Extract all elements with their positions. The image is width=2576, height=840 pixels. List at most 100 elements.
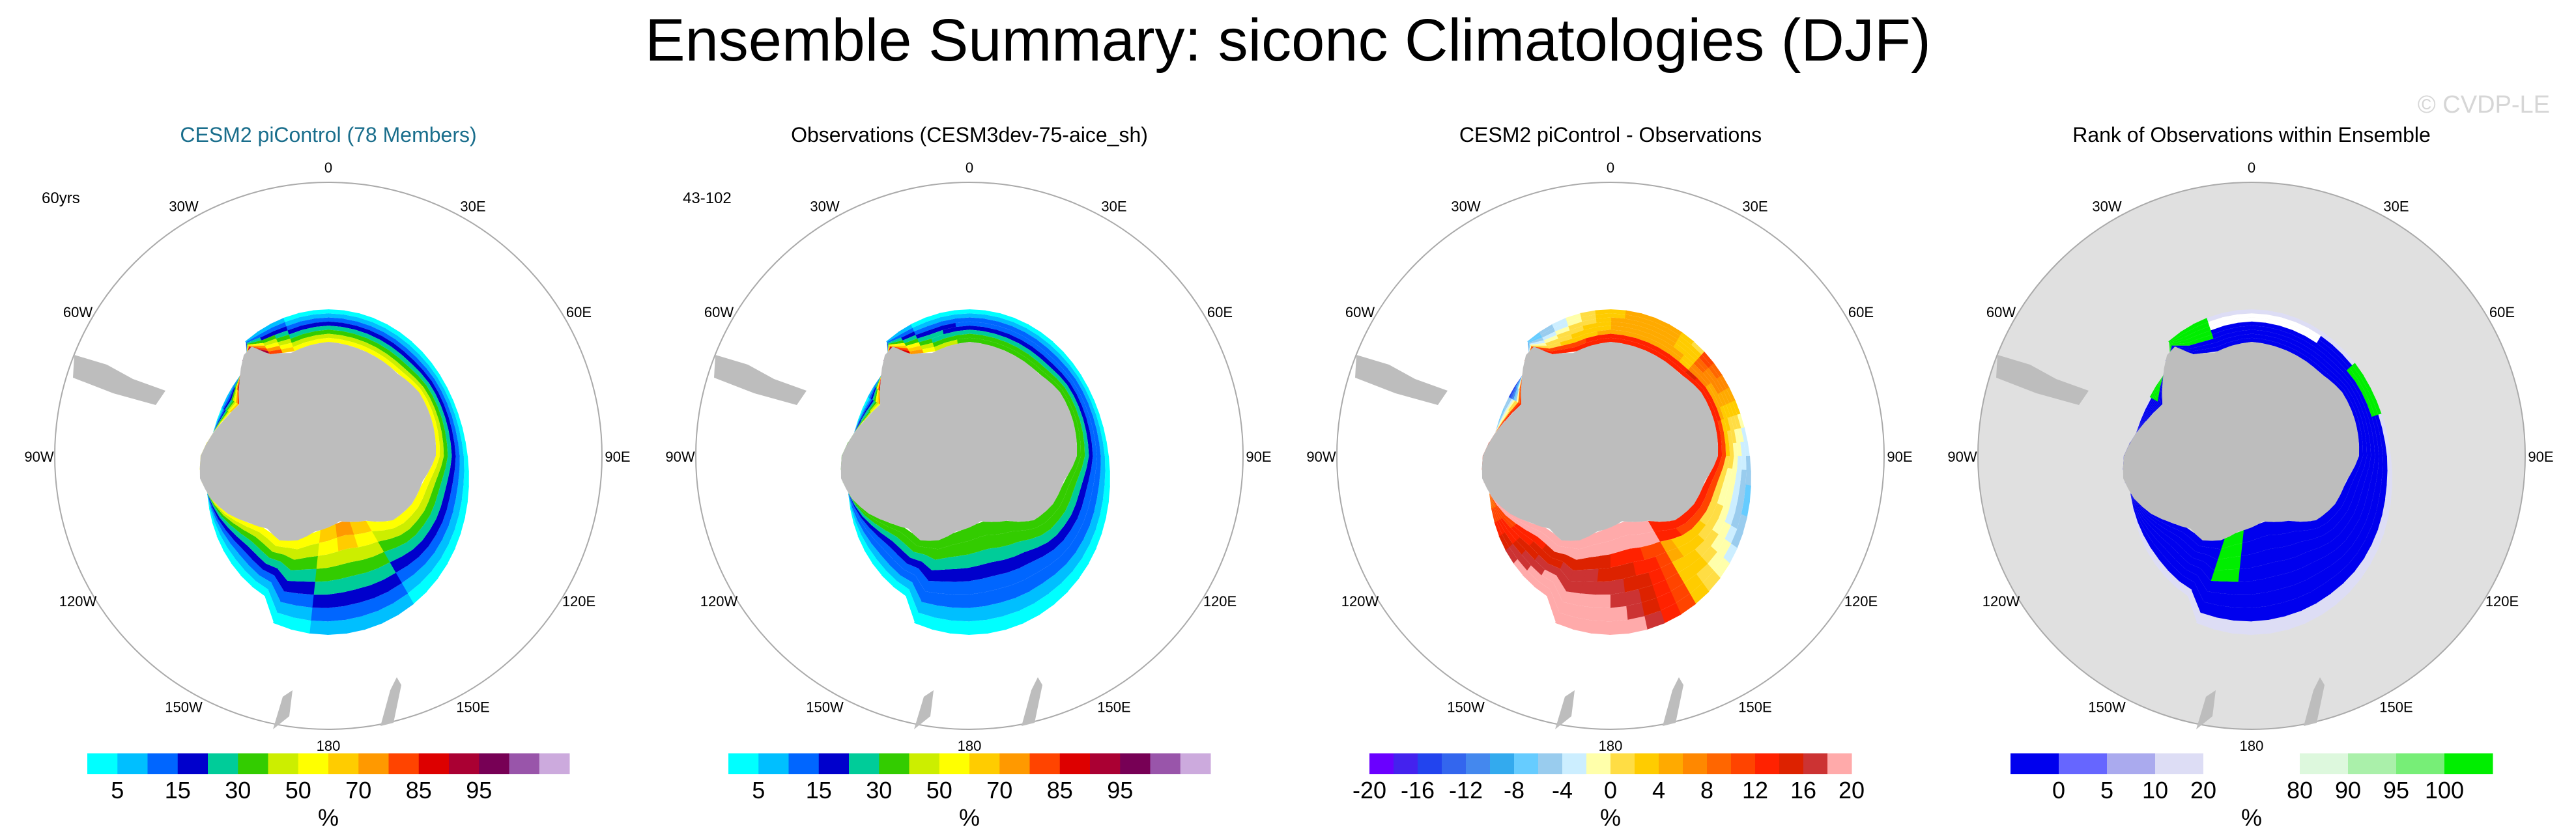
field-cell — [1625, 602, 1645, 621]
field-cell — [2237, 567, 2252, 582]
field-cell — [1610, 321, 1625, 328]
field-cell — [1698, 354, 1712, 369]
field-cell — [1596, 313, 1612, 319]
field-cell — [1087, 495, 1098, 512]
field-cell — [881, 530, 897, 542]
field-cell — [328, 326, 343, 331]
field-cell — [2186, 539, 2199, 552]
field-cell — [2371, 529, 2384, 549]
colorbar-swatch — [1180, 753, 1211, 774]
field-cell — [859, 518, 870, 531]
field-cell — [1735, 497, 1745, 515]
field-cell — [2149, 400, 2158, 411]
field-cell — [2141, 518, 2152, 531]
field-cell — [1635, 572, 1653, 589]
field-cell — [2301, 603, 2323, 624]
field-cell — [393, 593, 414, 615]
field-cell — [365, 338, 379, 348]
field-cell — [2268, 535, 2282, 549]
field-cell — [2182, 544, 2196, 558]
field-cell — [216, 534, 227, 551]
field-cell — [1489, 494, 1494, 509]
colorbar-swatch — [388, 753, 420, 774]
field-cell — [1730, 415, 1738, 430]
field-cell — [1704, 529, 1719, 547]
field-cell — [1074, 394, 1083, 408]
field-cell — [935, 545, 951, 560]
field-cell — [2338, 525, 2354, 541]
field-cell — [875, 388, 879, 403]
field-cell — [2207, 580, 2225, 594]
field-cell — [426, 365, 438, 380]
field-cell — [268, 552, 285, 562]
field-cell — [350, 559, 367, 576]
field-cell — [301, 327, 316, 335]
longitude-label: 0 — [966, 160, 973, 176]
longitude-label: 120W — [1341, 593, 1379, 609]
field-cell — [863, 515, 876, 526]
field-cell — [276, 540, 291, 548]
field-cell — [429, 410, 436, 423]
field-cell — [2296, 552, 2313, 568]
field-cell — [1517, 375, 1523, 389]
longitude-label: 90E — [2528, 449, 2553, 465]
field-cell — [960, 527, 969, 543]
field-cell — [1533, 536, 1547, 550]
field-cell — [1709, 477, 1719, 490]
longitude-label: 150W — [165, 699, 203, 716]
field-cell — [2343, 387, 2353, 400]
antarctica-land — [1481, 342, 1719, 541]
field-cell — [1737, 456, 1742, 471]
field-cell — [259, 544, 273, 558]
field-cell — [1573, 338, 1587, 347]
field-cell — [1544, 563, 1560, 576]
field-cell — [1610, 313, 1626, 319]
field-cell — [855, 419, 861, 432]
field-cell — [2183, 331, 2199, 341]
field-cell — [1718, 456, 1726, 468]
colorbar-swatch — [1059, 753, 1091, 774]
field-cell — [445, 456, 452, 469]
field-cell — [328, 317, 344, 323]
field-cell — [1708, 466, 1719, 479]
field-cell — [1590, 621, 1610, 635]
longitude-label: 0 — [1607, 160, 1614, 176]
field-cell — [395, 542, 413, 557]
field-cell — [997, 585, 1016, 603]
field-cell — [2265, 322, 2280, 330]
longitude-label: 150E — [2379, 699, 2412, 716]
field-cell — [1489, 494, 1495, 508]
field-cell — [2130, 494, 2136, 508]
field-cell — [1717, 419, 1724, 434]
field-cell — [280, 554, 295, 571]
field-cell — [1618, 535, 1631, 552]
field-cell — [1038, 358, 1050, 371]
field-cell — [901, 331, 917, 341]
field-cell — [1665, 328, 1681, 340]
field-cell — [858, 408, 864, 420]
field-cell — [2214, 338, 2228, 347]
field-cell — [2194, 322, 2211, 331]
field-cell — [2358, 432, 2363, 445]
field-cell — [2236, 309, 2253, 315]
field-cell — [1558, 334, 1573, 343]
field-cell — [2266, 314, 2282, 322]
field-cell — [1052, 360, 1065, 374]
field-cell — [2136, 419, 2141, 432]
longitude-label: 90W — [24, 449, 53, 465]
field-cell — [274, 330, 290, 339]
field-cell — [1077, 506, 1089, 523]
field-cell — [1709, 397, 1717, 411]
field-cell — [856, 505, 867, 516]
field-cell — [1610, 537, 1621, 555]
field-cell — [888, 340, 906, 345]
field-cell — [283, 580, 302, 594]
field-cell — [1723, 543, 1738, 565]
field-cell — [1572, 557, 1589, 570]
colorbar-swatch — [1538, 753, 1563, 774]
field-cell — [862, 396, 870, 409]
field-cell — [1526, 565, 1541, 581]
field-cell — [861, 410, 870, 421]
field-cell — [2179, 549, 2193, 564]
field-cell — [1704, 488, 1715, 501]
